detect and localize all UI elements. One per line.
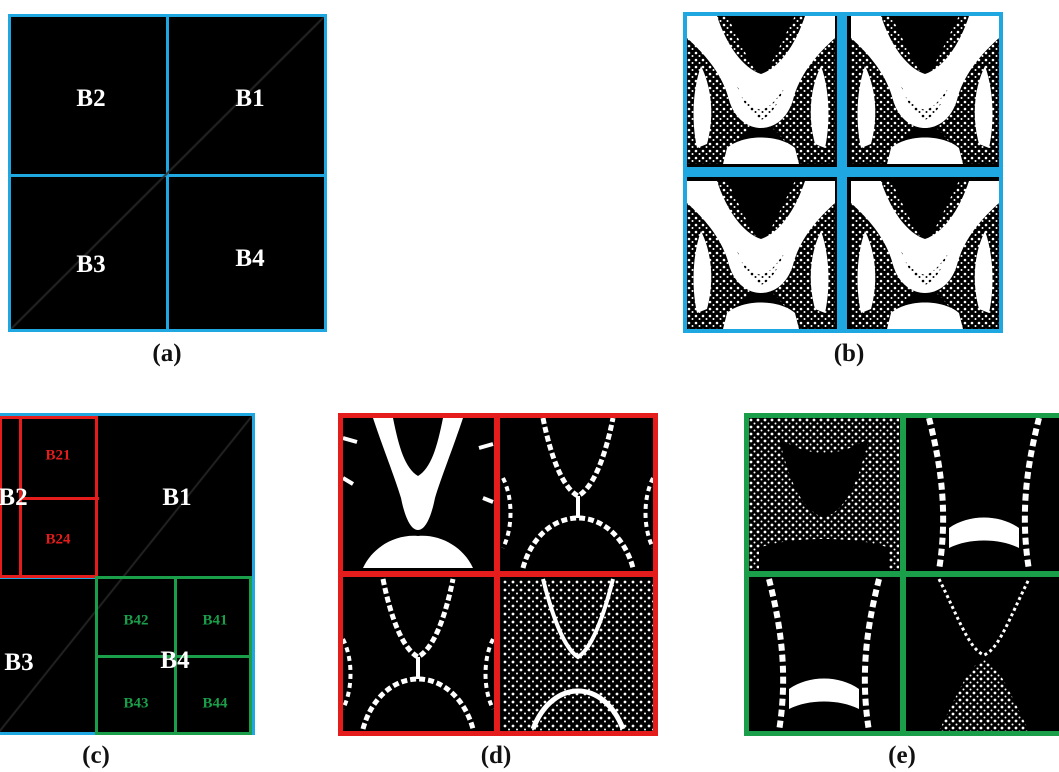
panel-a-diagonal xyxy=(11,17,324,329)
panel-c-label-b42: B42 xyxy=(123,612,149,629)
panel-c-label-b1: B1 xyxy=(162,484,192,511)
panel-c-diagonal xyxy=(0,416,252,732)
panel-c-b4-divider-horizontal xyxy=(98,655,249,658)
panel-c-label-b41: B41 xyxy=(202,612,228,629)
caption-e: (e) xyxy=(888,742,916,769)
caption-b: (b) xyxy=(833,340,865,367)
panel-d-pattern xyxy=(343,418,653,731)
panel-c-b4-subgrid xyxy=(95,576,252,735)
panel-e xyxy=(744,413,1059,736)
panel-a-label-b4: B4 xyxy=(235,245,265,272)
panel-d xyxy=(338,413,658,736)
panel-b-pattern xyxy=(687,16,999,329)
panel-c-label-b21: B21 xyxy=(45,447,71,464)
panel-a-label-b3: B3 xyxy=(76,251,106,278)
panel-c-label-b24: B24 xyxy=(45,531,71,548)
panel-c-label-b43: B43 xyxy=(123,695,149,712)
caption-a: (a) xyxy=(152,340,182,367)
panel-c-b2-subgrid xyxy=(0,416,99,578)
caption-d: (d) xyxy=(480,742,512,769)
panel-c: B21 B24 B2 B1 B3 B42 B41 B43 B44 B4 xyxy=(0,413,255,735)
panel-c-label-b4: B4 xyxy=(160,647,190,674)
panel-a-label-b2: B2 xyxy=(76,85,106,112)
panel-c-label-b3: B3 xyxy=(4,649,34,676)
panel-c-label-b44: B44 xyxy=(202,695,228,712)
panel-a-label-b1: B1 xyxy=(235,85,265,112)
panel-b xyxy=(683,12,1003,333)
caption-c: (c) xyxy=(82,742,110,769)
panel-c-label-b2: B2 xyxy=(0,484,28,511)
panel-a: B2 B1 B3 B4 xyxy=(8,14,327,332)
panel-c-b2-divider-horizontal xyxy=(19,497,99,500)
panel-e-pattern xyxy=(749,418,1059,731)
